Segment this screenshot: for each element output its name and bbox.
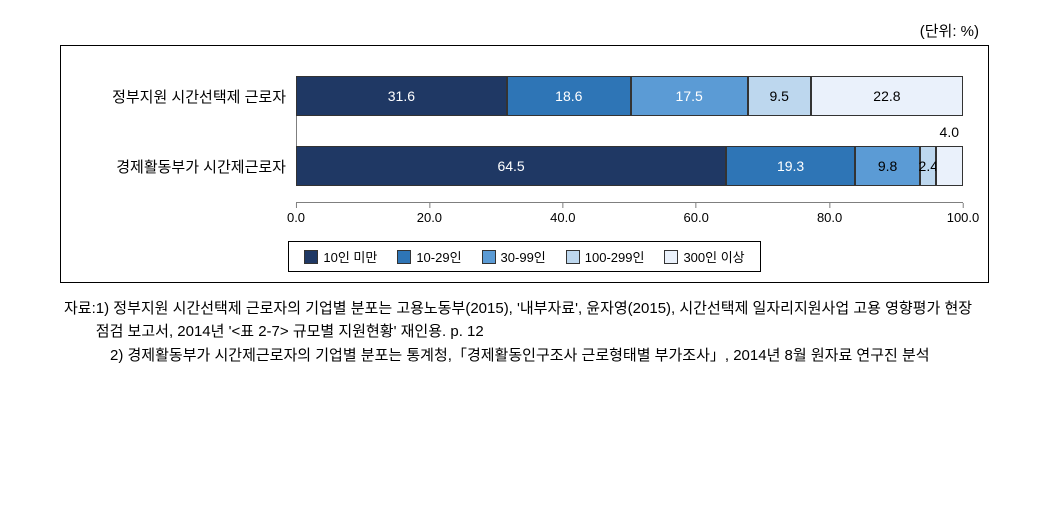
legend-label: 30-99인	[501, 247, 546, 266]
axis-ticks: 0.020.040.060.080.0100.0	[296, 202, 963, 233]
legend: 10인 미만 10-29인 30-99인 100-299인 300인 이상	[288, 241, 760, 272]
legend-item: 100-299인	[566, 247, 645, 266]
source-head: 자료:	[64, 297, 96, 344]
bar-0: 31.618.617.59.522.8	[296, 76, 963, 116]
axis-tick: 100.0	[947, 203, 980, 225]
bar-segment: 17.5	[631, 76, 748, 116]
legend-item: 10-29인	[397, 247, 461, 266]
chart-frame: 정부지원 시간선택제 근로자 31.618.617.59.522.8 경제활동부…	[60, 45, 989, 283]
bars-container: 정부지원 시간선택제 근로자 31.618.617.59.522.8 경제활동부…	[86, 76, 963, 186]
x-axis: 0.020.040.060.080.0100.0	[86, 202, 963, 233]
bar-segment: 19.3	[726, 146, 855, 186]
legend-swatch	[664, 250, 678, 264]
bar-segment: 9.8	[855, 146, 920, 186]
legend-label: 300인 이상	[683, 247, 744, 266]
axis-tick: 0.0	[287, 203, 305, 225]
legend-swatch	[397, 250, 411, 264]
bar-wrap-1: 4.0 64.519.39.82.4	[296, 146, 963, 186]
axis-tick: 80.0	[817, 203, 842, 225]
bar-segment: 9.5	[748, 76, 811, 116]
bar-row: 정부지원 시간선택제 근로자 31.618.617.59.522.8	[86, 76, 963, 116]
bar-segment: 2.4	[920, 146, 936, 186]
bar-1: 64.519.39.82.4	[296, 146, 963, 186]
legend-item: 30-99인	[482, 247, 546, 266]
axis-spacer	[86, 202, 296, 233]
legend-swatch	[566, 250, 580, 264]
legend-swatch	[482, 250, 496, 264]
row-label-0: 정부지원 시간선택제 근로자	[86, 86, 296, 107]
legend-swatch	[304, 250, 318, 264]
bar-wrap-0: 31.618.617.59.522.8	[296, 76, 963, 116]
unit-label: (단위: %)	[60, 20, 989, 41]
bar-row: 경제활동부가 시간제근로자 4.0 64.519.39.82.4	[86, 146, 963, 186]
callout-label: 4.0	[940, 124, 959, 140]
legend-item: 300인 이상	[664, 247, 744, 266]
bar-segment: 31.6	[296, 76, 507, 116]
source-block: 자료: 1) 정부지원 시간선택제 근로자의 기업별 분포는 고용노동부(201…	[60, 297, 989, 367]
bar-segment: 18.6	[507, 76, 631, 116]
legend-item: 10인 미만	[304, 247, 377, 266]
legend-label: 100-299인	[585, 247, 645, 266]
legend-label: 10인 미만	[323, 247, 377, 266]
axis-tick: 40.0	[550, 203, 575, 225]
axis-tick: 60.0	[684, 203, 709, 225]
source-item-1: 2) 경제활동부가 시간제근로자의 기업별 분포는 통계청,「경제활동인구조사 …	[64, 344, 985, 367]
bar-segment: 64.5	[296, 146, 726, 186]
source-item-0: 1) 정부지원 시간선택제 근로자의 기업별 분포는 고용노동부(2015), …	[96, 297, 985, 344]
bar-segment: 22.8	[811, 76, 963, 116]
row-label-1: 경제활동부가 시간제근로자	[86, 156, 296, 177]
bar-segment	[936, 146, 963, 186]
axis-tick: 20.0	[417, 203, 442, 225]
legend-label: 10-29인	[416, 247, 461, 266]
